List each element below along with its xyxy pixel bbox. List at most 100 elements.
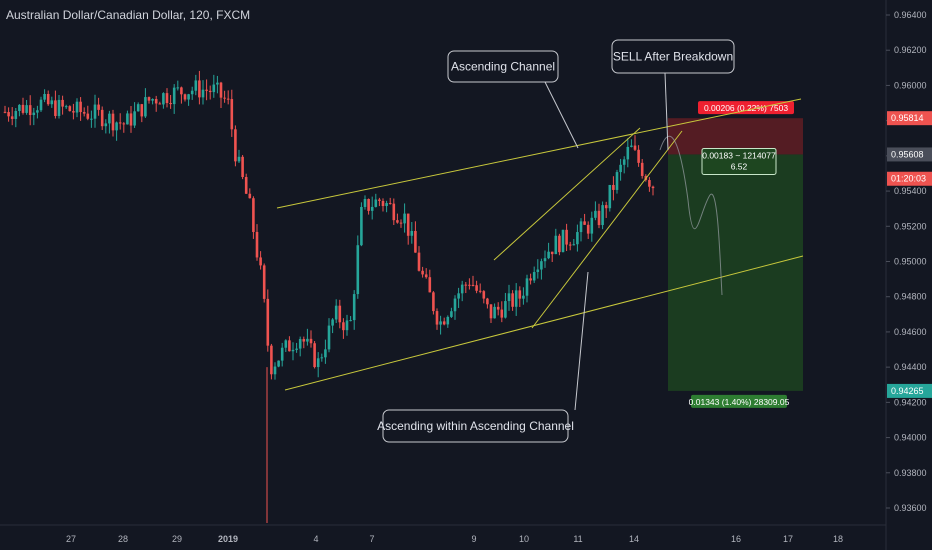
stop-label: 0.00206 (0.22%) 7503: [704, 103, 788, 113]
y-tick-label: 0.94800: [894, 292, 927, 302]
candle-body: [590, 217, 594, 234]
candle-body: [151, 99, 154, 101]
candle-body: [421, 270, 424, 275]
candle-body: [381, 200, 385, 207]
candle-body: [414, 230, 417, 253]
candle-body: [162, 93, 165, 105]
stop-label-box: [698, 101, 794, 115]
candle-body: [255, 231, 259, 258]
candle-body: [352, 294, 356, 321]
candle-body: [640, 162, 644, 176]
candle-body: [212, 84, 216, 93]
candle-body: [507, 293, 511, 302]
candle-body: [342, 322, 345, 331]
candle-body: [194, 80, 198, 91]
candle-body: [126, 113, 129, 125]
candle-body: [630, 145, 633, 147]
price-tag-box: [887, 147, 932, 162]
price-tags: 0.95814 0.95608 01:20:03 0.94265: [887, 111, 932, 398]
candle-body: [266, 298, 270, 346]
candle-body: [424, 274, 428, 278]
candle-body: [302, 339, 306, 342]
candle-body: [284, 340, 288, 348]
candle-body: [111, 113, 115, 131]
candle-body: [43, 93, 46, 100]
candle-body: [399, 222, 403, 224]
candle-body: [417, 252, 421, 271]
candle-body: [522, 295, 525, 299]
candle-body: [529, 278, 532, 281]
sell-breakdown-callout-box: [611, 39, 735, 74]
candle-body: [435, 311, 439, 325]
price-tag-box: [887, 111, 932, 126]
candle-body: [468, 284, 471, 286]
candle-body: [190, 90, 194, 95]
candle-body: [313, 343, 316, 368]
candle-body: [136, 104, 140, 112]
candle-body: [572, 244, 576, 246]
y-tick-label: 0.94000: [894, 433, 927, 443]
candle-body: [554, 235, 558, 255]
candle-body: [619, 164, 622, 173]
candles-layer: [3, 70, 655, 523]
candle-body: [172, 87, 176, 105]
candle-body: [129, 113, 133, 126]
candle-body: [378, 199, 381, 201]
sell-breakdown-callout-text: SELL After Breakdown: [613, 50, 733, 64]
candle-body: [144, 97, 147, 117]
entry-label-line2: 6.52: [731, 161, 748, 171]
candle-body: [252, 198, 255, 232]
y-tick-label: 0.94400: [894, 362, 927, 372]
candle-body: [50, 100, 54, 105]
candle-body: [32, 112, 36, 116]
candle-body: [511, 293, 514, 307]
candle-body: [500, 309, 504, 318]
candle-body: [288, 340, 291, 352]
candle-body: [216, 82, 219, 85]
candle-body: [36, 110, 39, 113]
x-tick-label: 10: [519, 534, 529, 544]
price-tag-label: 0.95608: [891, 149, 924, 159]
candle-body: [446, 316, 450, 325]
candle-body: [471, 284, 475, 286]
candle-body: [295, 348, 298, 350]
candle-body: [118, 122, 122, 124]
price-tag-box: [887, 171, 932, 186]
x-tick-label: 7: [369, 534, 374, 544]
inner-channel-upper-line: [493, 127, 641, 261]
candle-body: [133, 111, 136, 126]
candle-body: [140, 104, 144, 117]
candle-body: [230, 99, 234, 130]
candle-body: [291, 349, 295, 352]
candle-body: [7, 112, 10, 117]
candle-body: [345, 320, 349, 331]
candle-body: [273, 366, 277, 375]
candle-body: [450, 311, 453, 317]
position-zones: 0.00206 (0.22%) 7503 0.00183 ~ 12140776.5…: [668, 101, 803, 408]
x-tick-label: 4: [313, 534, 318, 544]
candle-body: [428, 277, 432, 293]
callout-pointer: [574, 271, 589, 411]
y-tick-label: 0.93800: [894, 468, 927, 478]
candle-body: [648, 180, 651, 187]
candle-body: [93, 104, 97, 119]
x-tick-label: 11: [573, 534, 582, 544]
candle-body: [75, 101, 79, 113]
candle-body: [108, 113, 111, 124]
candle-body: [536, 269, 540, 273]
take-profit-zone: [668, 154, 803, 391]
candle-body: [601, 205, 604, 226]
candle-body: [298, 339, 302, 349]
candle-body: [183, 94, 187, 100]
candle-body: [626, 146, 630, 160]
candle-body: [338, 305, 342, 323]
price-tag-label: 0.95814: [891, 113, 924, 123]
candle-body: [486, 298, 489, 305]
candle-body: [489, 304, 493, 319]
candle-body: [597, 210, 601, 226]
candle-body: [651, 186, 655, 189]
candle-body: [464, 284, 468, 286]
ascending-within-channel-callout-text: Ascending within Ascending Channel: [377, 419, 574, 433]
y-tick-label: 0.95400: [894, 186, 927, 196]
